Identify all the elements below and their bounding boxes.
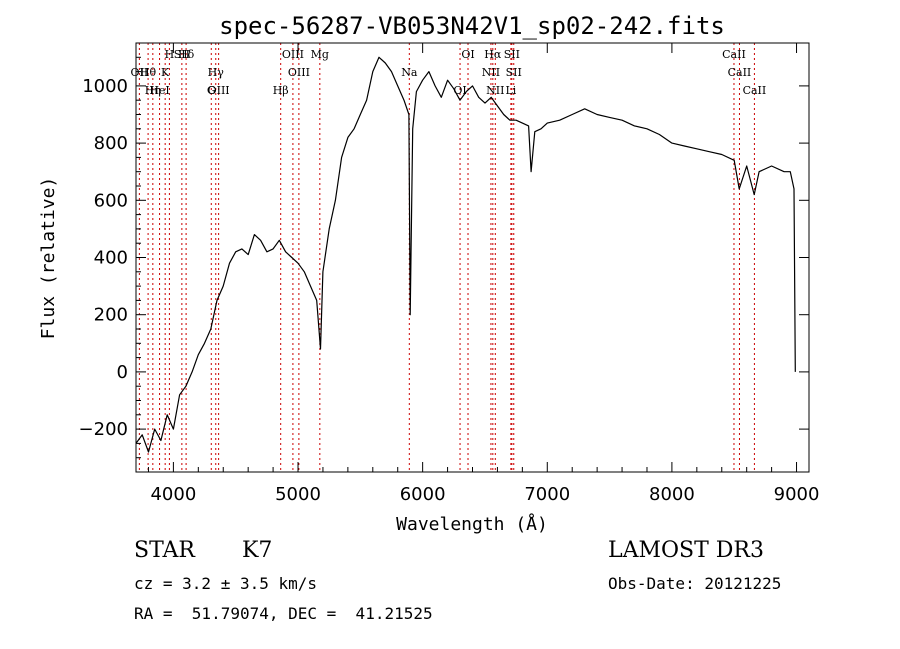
line-marker-label: HeI	[149, 84, 169, 97]
line-marker-label: Li	[505, 84, 516, 97]
y-tick-label: 600	[94, 190, 128, 211]
line-marker-label: Hδ	[178, 48, 195, 61]
line-marker-label: CaII	[743, 84, 767, 97]
line-marker-label: SII	[506, 66, 522, 79]
y-tick-label: 1000	[82, 76, 128, 97]
line-marker-label: OI	[461, 48, 474, 61]
line-marker-label: Na	[401, 66, 418, 79]
y-axis-label: Flux (relative)	[38, 177, 59, 340]
x-tick-label: 9000	[774, 484, 820, 505]
obs-date-text: Obs-Date: 20121225	[608, 574, 782, 593]
y-tick-label: −200	[79, 419, 128, 440]
y-tick-label: 800	[94, 133, 128, 154]
chart-title: spec-56287-VB053N42V1_sp02-242.fits	[219, 12, 725, 40]
line-marker-label: Hα	[484, 48, 502, 61]
line-marker-label: Hη	[145, 84, 161, 97]
x-tick-label: 6000	[400, 484, 446, 505]
line-marker-label: OIII	[208, 84, 230, 97]
plot-frame	[135, 42, 810, 473]
y-tick-label: 0	[117, 362, 128, 383]
coordinates-text: RA = 51.79074, DEC = 41.21525	[134, 604, 433, 623]
line-marker-label: OII	[131, 66, 149, 79]
x-tick-label: 7000	[524, 484, 570, 505]
y-tick-label: 200	[94, 305, 128, 326]
line-marker-label: K	[161, 66, 170, 79]
line-marker-label: OIII	[288, 66, 310, 79]
line-marker-label: CaII	[722, 48, 746, 61]
line-marker-label: H	[165, 48, 175, 61]
x-axis-label: Wavelength (Å)	[396, 513, 548, 535]
line-marker-label: Hθ	[140, 66, 157, 79]
x-tick-label: 5000	[275, 484, 321, 505]
object-subclass: K7	[242, 538, 273, 563]
line-marker-label: NII	[482, 66, 500, 79]
line-marker-label: NII	[486, 84, 504, 97]
x-axis: 4000 5000 6000 7000 8000 9000	[147, 43, 820, 505]
line-marker-label: SII	[174, 48, 190, 61]
line-marker-label: SII	[504, 48, 520, 61]
line-marker-label: G	[207, 84, 216, 97]
y-axis: −200 0 200 400 600 800 1000	[79, 56, 809, 459]
line-marker-label: CaII	[728, 66, 752, 79]
x-tick-label: 8000	[649, 484, 695, 505]
line-marker-label: OIII	[282, 48, 304, 61]
y-tick-label: 400	[94, 248, 128, 269]
redshift-text: cz = 3.2 ± 3.5 km/s	[134, 574, 318, 593]
spectral-line-markers	[138, 43, 755, 472]
survey-name: LAMOST DR3	[608, 538, 764, 563]
spectrum-series-line	[135, 56, 796, 453]
line-marker-label: Hβ	[273, 84, 289, 97]
object-class: STAR	[134, 538, 195, 563]
line-marker-label: Mg	[311, 48, 329, 61]
x-tick-label: 4000	[150, 484, 196, 505]
spectral-line-labels: HδHγHβHαHθHηHKHeISIIOIIOIIIOIIIOIIIGMgNa…	[131, 48, 767, 97]
line-marker-label: Hγ	[208, 66, 225, 79]
